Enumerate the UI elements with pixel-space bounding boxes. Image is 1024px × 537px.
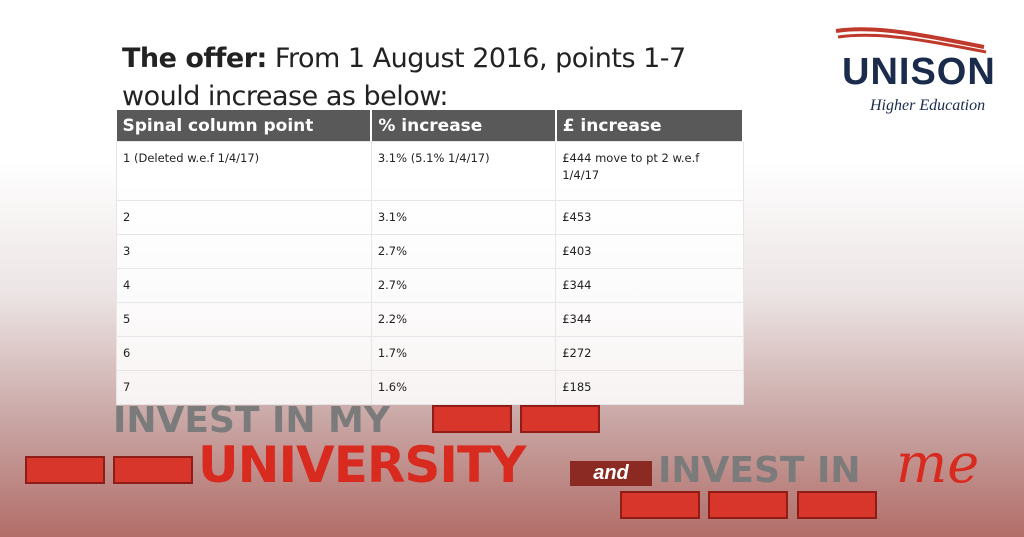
table-row: 2 3.1% £453 — [116, 200, 744, 235]
logo: UNISON Higher Education — [834, 25, 1004, 125]
table-cell: 2.7% — [370, 268, 557, 303]
banner-line1: INVEST IN MY — [113, 400, 390, 441]
brick — [520, 405, 600, 433]
table-row: 7 1.6% £185 — [116, 370, 744, 405]
banner-me: me — [896, 432, 980, 495]
table-cell: 3.1% (5.1% 1/4/17) — [370, 141, 557, 201]
table-cell: 3.1% — [370, 200, 557, 235]
title-text: From 1 August 2016, points 1-7 would inc… — [122, 43, 686, 112]
banner-and: and — [570, 461, 652, 486]
header-cell: % increase — [371, 110, 557, 142]
table-cell: £453 — [555, 200, 744, 235]
table-cell: £272 — [555, 336, 744, 371]
table-row: 3 2.7% £403 — [116, 234, 744, 269]
table-row: 1 (Deleted w.e.f 1/4/17) 3.1% (5.1% 1/4/1… — [116, 141, 744, 201]
table-cell: 1.7% — [370, 336, 557, 371]
table-cell: 7 — [116, 370, 372, 405]
table-cell: £403 — [555, 234, 744, 269]
table-cell: 2.7% — [370, 234, 557, 269]
title-bold: The offer: — [122, 43, 267, 74]
brick — [25, 456, 105, 484]
table-cell: £344 — [555, 268, 744, 303]
table-cell: 5 — [116, 302, 372, 337]
table-cell: 1 (Deleted w.e.f 1/4/17) — [116, 141, 372, 201]
brick — [708, 491, 788, 519]
title: The offer: From 1 August 2016, points 1-… — [122, 40, 762, 116]
logo-swoosh — [835, 27, 987, 54]
table-cell: £185 — [555, 370, 744, 405]
banner-line2: UNIVERSITY — [198, 436, 526, 494]
offer-table: Spinal column point% increase £ increase 1… — [116, 110, 745, 405]
header-cell: Spinal column point — [116, 110, 373, 142]
table-cell: £344 — [555, 302, 744, 337]
table-row: 4 2.7% £344 — [116, 268, 744, 303]
table-row: 5 2.2% £344 — [116, 302, 744, 337]
table-cell: £444 move to pt 2 w.e.f 1/4/17 — [555, 141, 744, 201]
logo-subtitle: Higher Education — [870, 97, 986, 114]
banner-line3: INVEST IN — [658, 450, 861, 491]
header-cell: £ increase — [555, 110, 745, 142]
table-cell: 3 — [116, 234, 372, 269]
logo-name: UNISON — [842, 51, 996, 93]
table-row: 6 1.7% £272 — [116, 336, 744, 371]
table-cell: 2 — [116, 200, 372, 235]
brick — [113, 456, 193, 484]
table-cell: 4 — [116, 268, 372, 303]
table-cell: 2.2% — [370, 302, 557, 337]
brick — [797, 491, 877, 519]
table-cell: 1.6% — [370, 370, 557, 405]
table-cell: 6 — [116, 336, 372, 371]
brick — [620, 491, 700, 519]
brick — [432, 405, 512, 433]
